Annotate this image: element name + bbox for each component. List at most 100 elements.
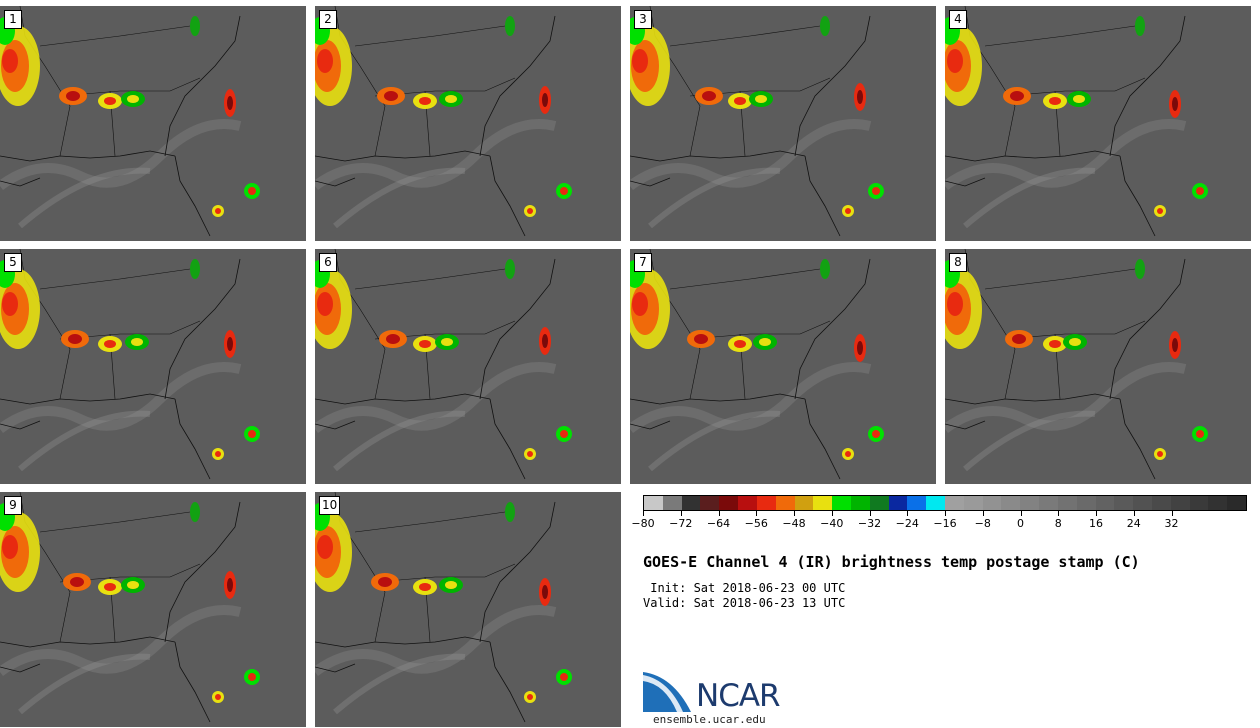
map-background xyxy=(315,249,621,484)
map-background xyxy=(0,492,306,727)
postage-stamp-panel: 8 xyxy=(945,249,1251,484)
colorbar-cell xyxy=(850,496,870,510)
colorbar-cell xyxy=(1020,496,1040,510)
colorbar-tick-label: −80 xyxy=(631,517,655,530)
postage-stamp-panel: 5 xyxy=(0,249,306,484)
colorbar xyxy=(643,495,1247,511)
colorbar-cell xyxy=(1039,496,1058,510)
postage-stamp-panel: 3 xyxy=(630,6,936,241)
colorbar-tick-label: 24 xyxy=(1126,517,1141,530)
colorbar-cell xyxy=(681,496,701,510)
colorbar-tick-label: −48 xyxy=(782,517,806,530)
colorbar-cell xyxy=(888,496,908,510)
map-background xyxy=(945,6,1251,241)
panel-number-label: 7 xyxy=(634,253,652,272)
colorbar-ticks: −80 −72 −64 −56 −48 −40 −32 −24 −16 −8 0 8 16 24 32 xyxy=(631,511,1247,531)
colorbar-cell xyxy=(738,496,757,510)
colorbar-cell xyxy=(1133,496,1152,510)
colorbar-tick xyxy=(1058,511,1060,516)
colorbar-tick-label: 0 xyxy=(1017,517,1024,530)
colorbar-tick-label: −56 xyxy=(744,517,768,530)
postage-stamp-panel: 2 xyxy=(315,6,621,241)
colorbar-tick xyxy=(718,511,720,516)
panel-number-label: 3 xyxy=(634,10,652,29)
colorbar-tick xyxy=(794,511,795,516)
colorbar-tick xyxy=(1171,511,1173,516)
colorbar-cell xyxy=(644,496,663,510)
colorbar-tick xyxy=(680,511,682,516)
map-background xyxy=(315,492,621,727)
map-background xyxy=(630,6,936,241)
colorbar-tick xyxy=(643,511,644,516)
colorbar-cell xyxy=(1189,496,1209,510)
colorbar-tick xyxy=(1133,511,1135,516)
panel-number-label: 5 xyxy=(4,253,22,272)
colorbar-cell xyxy=(1170,496,1190,510)
map-background xyxy=(315,6,621,241)
panel-number-label: 4 xyxy=(949,10,967,29)
colorbar-cell xyxy=(1095,496,1115,510)
colorbar-tick xyxy=(756,511,758,516)
colorbar-tick xyxy=(869,511,871,516)
colorbar-tick-label: −32 xyxy=(857,517,882,530)
colorbar-cell xyxy=(700,496,720,510)
postage-stamp-panel: 6 xyxy=(315,249,621,484)
colorbar-cell xyxy=(1227,496,1246,510)
website-url[interactable]: ensemble.ucar.edu xyxy=(653,713,766,726)
postage-stamp-panel: 7 xyxy=(630,249,936,484)
colorbar-tick-label: −40 xyxy=(820,517,844,530)
colorbar-cell xyxy=(832,496,851,510)
postage-stamp-panel: 10 xyxy=(315,492,621,727)
postage-stamp-panel: 4 xyxy=(945,6,1251,241)
ncar-logo-icon xyxy=(643,672,691,712)
colorbar-cell xyxy=(719,496,739,510)
colorbar-tick xyxy=(1096,511,1097,516)
colorbar-tick-label: 16 xyxy=(1089,517,1103,530)
map-background xyxy=(630,249,936,484)
panel-number-label: 2 xyxy=(319,10,337,29)
colorbar-cell xyxy=(662,496,682,510)
colorbar-cell xyxy=(775,496,795,510)
colorbar-cell xyxy=(1001,496,1021,510)
colorbar-tick xyxy=(945,511,946,516)
colorbar-cell xyxy=(963,496,983,510)
colorbar-tick xyxy=(982,511,984,516)
colorbar-tick-label: −72 xyxy=(669,517,693,530)
map-background xyxy=(0,249,306,484)
valid-time: Valid: Sat 2018-06-23 13 UTC xyxy=(643,596,846,610)
colorbar-cell xyxy=(756,496,776,510)
colorbar-cell xyxy=(926,496,945,510)
postage-stamp-panel: 9 xyxy=(0,492,306,727)
map-background xyxy=(0,6,306,241)
colorbar-tick-label: −8 xyxy=(974,517,991,530)
colorbar-cell xyxy=(1208,496,1228,510)
colorbar-cell xyxy=(1057,496,1077,510)
colorbar-cell xyxy=(1114,496,1134,510)
colorbar-cell xyxy=(869,496,889,510)
map-background xyxy=(945,249,1251,484)
colorbar-tick xyxy=(831,511,833,516)
colorbar-cell xyxy=(1151,496,1171,510)
panel-number-label: 6 xyxy=(319,253,337,272)
init-time: Init: Sat 2018-06-23 00 UTC xyxy=(643,581,846,595)
colorbar-tick xyxy=(1020,511,1022,516)
colorbar-tick-label: −24 xyxy=(895,517,919,530)
panel-number-label: 9 xyxy=(4,496,22,515)
colorbar-tick-label: 8 xyxy=(1054,517,1062,530)
colorbar-cell xyxy=(945,496,964,510)
colorbar-cell xyxy=(794,496,814,510)
colorbar-tick xyxy=(907,511,909,516)
panel-number-label: 10 xyxy=(319,496,341,515)
figure-title: GOES-E Channel 4 (IR) brightness temp po… xyxy=(643,553,1140,571)
ncar-logo-text: NCAR xyxy=(696,678,781,714)
colorbar-cell xyxy=(813,496,833,510)
colorbar-cell xyxy=(1076,496,1096,510)
colorbar-cell xyxy=(982,496,1002,510)
colorbar-tick-label: −16 xyxy=(933,517,957,530)
colorbar-tick-label: −64 xyxy=(706,517,731,530)
postage-stamp-panel: 1 xyxy=(0,6,306,241)
panel-number-label: 8 xyxy=(949,253,967,272)
colorbar-tick-label: 32 xyxy=(1164,517,1179,530)
panel-number-label: 1 xyxy=(4,10,22,29)
colorbar-cell xyxy=(907,496,927,510)
